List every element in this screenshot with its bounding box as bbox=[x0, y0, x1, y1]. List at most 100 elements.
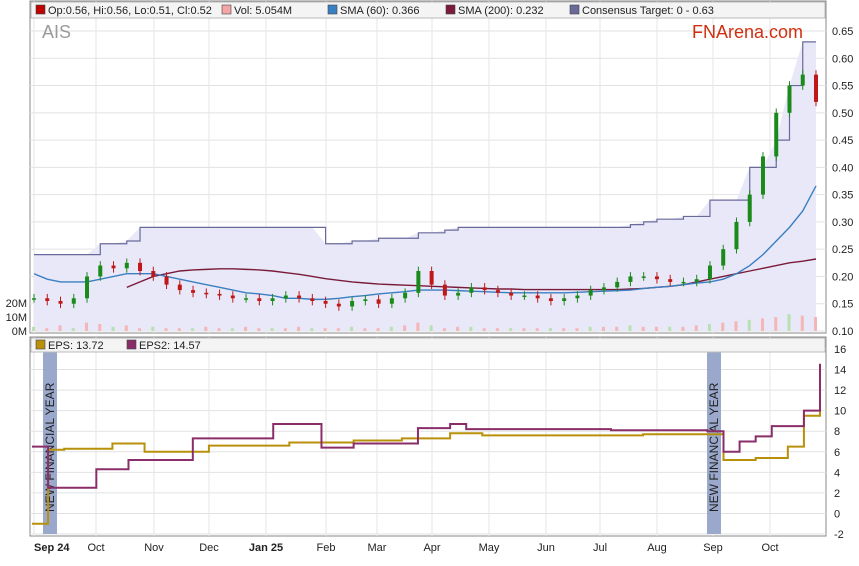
price-candle-body bbox=[32, 298, 36, 300]
legend-label: EPS: 13.72 bbox=[48, 340, 104, 352]
price-candle-body bbox=[681, 281, 686, 284]
volume-bar bbox=[469, 326, 473, 331]
price-tick-label: 0.40 bbox=[832, 162, 853, 174]
volume-bar bbox=[760, 318, 764, 331]
legend-label: EPS2: 14.57 bbox=[139, 340, 201, 352]
legend-bottom-bg bbox=[30, 337, 826, 353]
price-candle-body bbox=[575, 295, 580, 299]
price-candle-body bbox=[495, 290, 500, 293]
eps-tick-label: 8 bbox=[834, 426, 840, 438]
consensus-target-line bbox=[34, 41, 816, 256]
x-tick-label: Oct bbox=[761, 542, 778, 554]
price-candle-body bbox=[45, 298, 50, 301]
eps-tick-label: 0 bbox=[834, 508, 840, 520]
price-tick-label: 0.55 bbox=[832, 81, 853, 93]
price-tick-label: 0.10 bbox=[832, 326, 853, 338]
volume-bar bbox=[217, 328, 221, 331]
price-candle-body bbox=[747, 194, 752, 222]
volume-bar bbox=[71, 328, 75, 331]
volume-bar bbox=[32, 326, 35, 331]
eps-tick-label: -2 bbox=[834, 529, 844, 541]
eps-lines bbox=[32, 363, 821, 525]
price-candle-body bbox=[217, 293, 222, 296]
volume-bar bbox=[654, 326, 658, 331]
price-candle-body bbox=[98, 265, 103, 277]
volume-bar bbox=[668, 326, 672, 331]
volume-bar bbox=[575, 328, 579, 331]
x-tick-label: Apr bbox=[423, 542, 440, 554]
price-candle-body bbox=[456, 292, 461, 296]
nfy-label-2: NEW FINANCIAL YEAR bbox=[707, 382, 721, 512]
eps-panel bbox=[29, 336, 827, 537]
price-candle-body bbox=[760, 156, 765, 195]
volume-bar bbox=[204, 326, 208, 331]
price-candle-body bbox=[270, 298, 275, 301]
price-candles bbox=[32, 70, 818, 311]
volume-bar bbox=[191, 328, 195, 331]
legend-swatch bbox=[221, 4, 232, 15]
legend-label: Consensus Target: 0 - 0.63 bbox=[582, 5, 714, 17]
legend-label: SMA (200): 0.232 bbox=[458, 5, 544, 17]
price-candle-body bbox=[138, 262, 143, 271]
legend-swatch bbox=[569, 4, 580, 15]
price-candle-body bbox=[615, 281, 620, 288]
price-candle-body bbox=[85, 276, 90, 299]
price-candle-body bbox=[588, 290, 593, 296]
volume-tick-label: 20M bbox=[6, 298, 27, 310]
volume-bar bbox=[601, 326, 605, 331]
legend-swatch bbox=[126, 339, 137, 350]
volume-bar bbox=[124, 325, 128, 331]
x-tick-label: Jul bbox=[593, 542, 607, 554]
price-candle-body bbox=[336, 303, 341, 307]
price-tick-label: 0.30 bbox=[832, 217, 853, 229]
price-candle-body bbox=[654, 276, 659, 280]
volume-bar bbox=[800, 315, 804, 331]
price-candle-body bbox=[509, 292, 514, 296]
price-candle-body bbox=[416, 271, 421, 293]
price-tick-label: 0.15 bbox=[832, 299, 853, 311]
volume-bar bbox=[495, 328, 499, 331]
volume-bars bbox=[32, 314, 817, 331]
volume-bar bbox=[416, 322, 420, 331]
price-candle-body bbox=[522, 295, 527, 298]
volume-bar bbox=[588, 326, 592, 331]
volume-bar bbox=[151, 326, 155, 331]
volume-bar bbox=[681, 326, 685, 331]
price-tick-label: 0.35 bbox=[832, 190, 853, 202]
price-candle-body bbox=[694, 279, 699, 282]
volume-bar bbox=[350, 326, 354, 331]
eps-grid bbox=[30, 337, 826, 536]
legend-label: Op:0.56, Hi:0.56, Lo:0.51, Cl:0.52 bbox=[48, 5, 212, 17]
price-tick-label: 0.65 bbox=[832, 26, 853, 38]
price-candle-body bbox=[71, 298, 76, 304]
volume-bar bbox=[257, 328, 261, 331]
price-candle-body bbox=[482, 287, 487, 291]
price-candle-body bbox=[283, 295, 288, 299]
eps-tick-label: 16 bbox=[834, 344, 846, 356]
price-candle-body bbox=[707, 265, 712, 280]
volume-bar bbox=[641, 326, 645, 331]
legend-bottom: EPS: 13.72 EPS2: 14.57 bbox=[30, 337, 826, 353]
nfy-band-2 bbox=[707, 349, 721, 534]
price-candle-body bbox=[734, 221, 739, 250]
volume-bar bbox=[177, 328, 181, 331]
volume-bar bbox=[164, 328, 168, 331]
eps-tick-label: 10 bbox=[834, 406, 846, 418]
price-tick-label: 0.60 bbox=[832, 53, 853, 65]
price-candle-body bbox=[668, 279, 673, 282]
price-candle-body bbox=[124, 262, 129, 269]
eps-tick-label: 2 bbox=[834, 488, 840, 500]
price-candle-body bbox=[429, 271, 434, 285]
price-candle-body bbox=[403, 292, 408, 299]
price-candle-body bbox=[111, 265, 116, 269]
volume-bar bbox=[283, 328, 287, 331]
volume-bar bbox=[85, 322, 89, 331]
price-y-axis: 0.10 0.15 0.20 0.25 0.30 0.35 0.40 0.45 0.50 0.55… bbox=[832, 26, 853, 338]
volume-bar bbox=[389, 326, 393, 331]
legend-swatch bbox=[35, 339, 46, 350]
price-candle-body bbox=[787, 85, 792, 113]
price-tick-label: 0.20 bbox=[832, 271, 853, 283]
price-candle-body bbox=[310, 298, 315, 301]
volume-bar bbox=[707, 324, 711, 331]
